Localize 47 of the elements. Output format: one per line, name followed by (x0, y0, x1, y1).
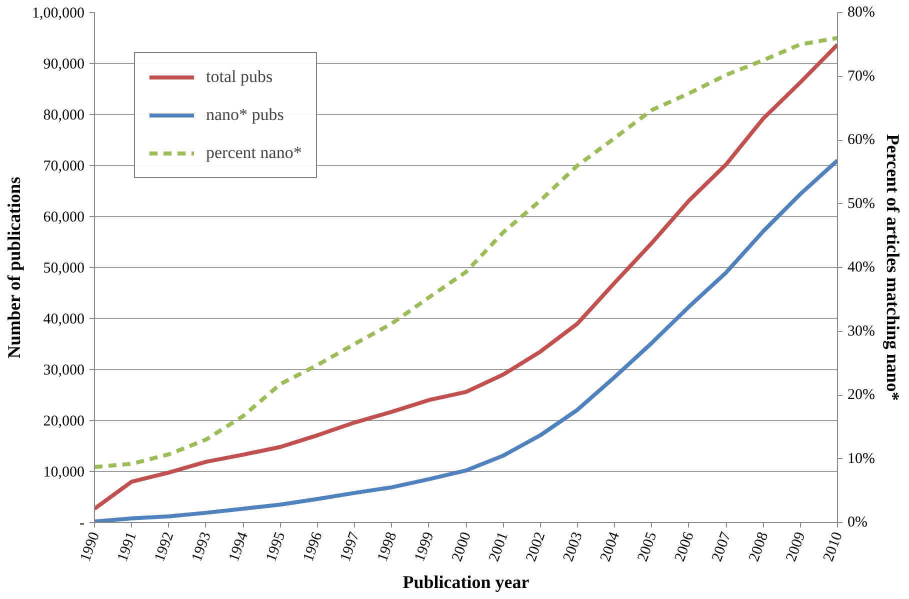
x-tick-label: 1993 (189, 530, 214, 564)
x-tick-label: 1996 (300, 530, 326, 564)
y2-tick-label: 20% (848, 387, 875, 403)
y2-tick-label: 80% (848, 4, 875, 20)
y2-tick-label: 50% (848, 196, 875, 212)
legend-label: percent nano* (206, 143, 302, 163)
x-tick-label: 1999 (412, 530, 438, 564)
x-tick-label: 2010 (820, 530, 846, 564)
y-tick-label: 10,000 (43, 464, 84, 480)
x-tick-label: 1998 (374, 530, 400, 564)
x-tick-label: 2001 (486, 530, 512, 564)
y2-tick-label: 10% (848, 450, 875, 467)
x-tick-label: 2002 (523, 530, 549, 564)
x-tick-label: 2004 (598, 530, 624, 564)
x-tick-label: 1991 (114, 530, 140, 564)
x-tick-label: 1995 (263, 530, 289, 564)
y-tick-label: - (80, 516, 85, 532)
x-tick-label: 2006 (672, 530, 698, 564)
y2-tick-label: 60% (848, 132, 875, 148)
x-axis-title: Publication year (402, 572, 530, 592)
legend-label: nano* pubs (206, 105, 284, 125)
x-tick-label: 2008 (746, 530, 772, 564)
y-tick-label: 1,00,000 (32, 6, 84, 22)
y2-tick-label: 0% (848, 514, 868, 530)
y-tick-label: 90,000 (43, 56, 84, 72)
y-tick-label: 50,000 (43, 260, 84, 276)
legend-label: total pubs (206, 67, 273, 87)
y-tick-label: 60,000 (43, 210, 84, 226)
y-tick-label: 80,000 (43, 108, 84, 124)
y-tick-label: 40,000 (43, 312, 84, 328)
x-tick-label: 1997 (338, 530, 364, 564)
x-tick-label: 2000 (449, 530, 474, 564)
x-tick-label: 1994 (226, 530, 252, 564)
y-tick-label: 30,000 (43, 362, 84, 378)
y-tick-label: 20,000 (43, 414, 84, 430)
y2-tick-label: 70% (848, 68, 875, 84)
y2-axis-title: Percent of articles matching nano* (882, 134, 903, 401)
x-tick-label: 2007 (709, 530, 735, 564)
x-tick-label: 1992 (152, 530, 178, 564)
x-tick-label: 1990 (78, 530, 103, 564)
y2-tick-label: 30% (848, 323, 875, 340)
y-axis-title: Number of publications (4, 176, 24, 359)
x-tick-label: 2009 (784, 530, 809, 564)
y2-tick-label: 40% (848, 260, 875, 276)
x-tick-label: 2005 (634, 530, 660, 564)
y-tick-label: 70,000 (43, 158, 84, 174)
x-tick-label: 2003 (560, 530, 586, 564)
